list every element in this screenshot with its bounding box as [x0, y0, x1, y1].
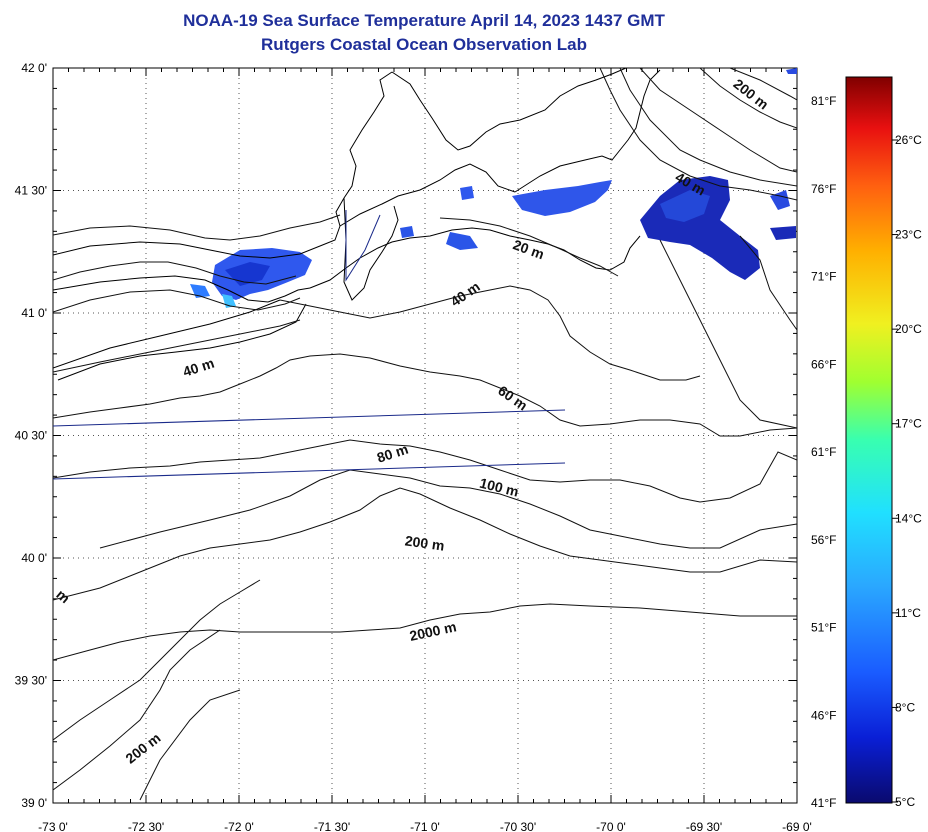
celsius-tick-label: 17°C: [895, 417, 922, 431]
lon-tick-label: -70 30': [500, 820, 536, 832]
fahrenheit-tick-label: 81°F: [811, 94, 836, 108]
fahrenheit-tick-label: 71°F: [811, 270, 836, 284]
lat-tick-label: 41 0': [21, 306, 47, 320]
fahrenheit-tick-label: 56°F: [811, 533, 836, 547]
lat-tick-label: 40 0': [21, 551, 47, 565]
transect-lines: [53, 210, 566, 480]
celsius-labels: 26°C 23°C 20°C 17°C 14°C 11°C 8°C 5°C: [892, 133, 922, 809]
lon-tick-label: -71 0': [410, 820, 440, 832]
celsius-tick-label: 14°C: [895, 511, 922, 525]
celsius-tick-label: 11°C: [895, 606, 921, 620]
fahrenheit-tick-label: 46°F: [811, 708, 836, 722]
map-title: NOAA-19 Sea Surface Temperature April 14…: [183, 11, 665, 30]
lon-tick-label: -69 0': [782, 820, 812, 832]
lon-tick-label: -72 0': [224, 820, 254, 832]
celsius-tick-label: 5°C: [895, 795, 915, 809]
frame-ticks: [52, 67, 798, 804]
lat-tick-label: 42 0': [21, 61, 47, 75]
fahrenheit-labels: 81°F 76°F 71°F 66°F 61°F 56°F 51°F 46°F 41°F: [811, 94, 836, 810]
celsius-tick-label: 26°C: [895, 133, 922, 147]
lon-tick-label: -72 30': [128, 820, 164, 832]
lon-tick-label: -71 30': [314, 820, 350, 832]
contour-label: 200 m: [404, 532, 446, 553]
lat-tick-label: 40 30': [15, 429, 47, 443]
depth-contours: [53, 68, 797, 801]
colorbar: [845, 76, 893, 804]
fahrenheit-tick-label: 51°F: [811, 621, 836, 635]
map-subtitle: Rutgers Coastal Ocean Observation Lab: [261, 35, 587, 54]
celsius-tick-label: 20°C: [895, 322, 922, 336]
sst-patches: [190, 68, 797, 308]
fahrenheit-tick-label: 66°F: [811, 357, 836, 371]
celsius-tick-label: 23°C: [895, 228, 922, 242]
fahrenheit-tick-label: 41°F: [811, 796, 836, 810]
lon-tick-label: -73 0': [38, 820, 68, 832]
lon-tick-label: -69 30': [686, 820, 722, 832]
latitude-labels: 42 0' 41 30' 41 0' 40 30' 40 0' 39 30' 39 0': [15, 61, 47, 810]
lat-tick-label: 39 30': [15, 674, 47, 688]
fahrenheit-tick-label: 61°F: [811, 445, 836, 459]
lon-tick-label: -70 0': [596, 820, 626, 832]
lat-tick-label: 41 30': [15, 184, 47, 198]
longitude-labels: -73 0' -72 30' -72 0' -71 30' -71 0' -70 30' -…: [38, 820, 812, 832]
celsius-tick-label: 8°C: [895, 700, 915, 714]
lat-tick-label: 39 0': [21, 796, 47, 810]
fahrenheit-tick-label: 76°F: [811, 182, 836, 196]
